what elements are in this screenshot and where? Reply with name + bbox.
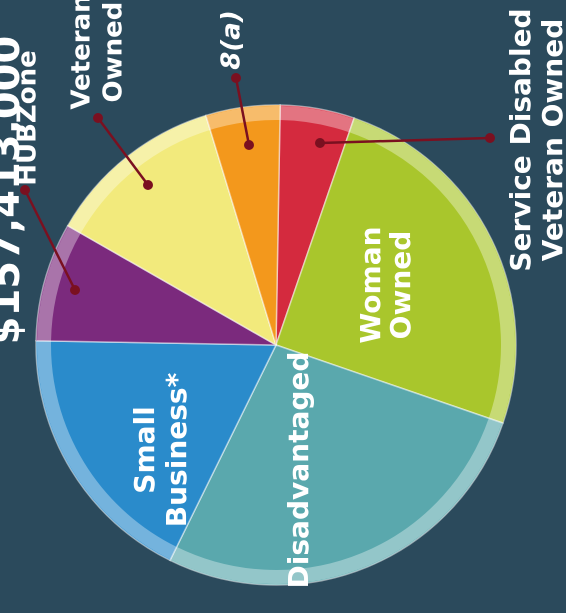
slice-label: Owned — [99, 2, 129, 103]
slice-label: Disadvantaged — [282, 352, 315, 589]
leader-line — [234, 77, 251, 146]
pie-slice — [275, 117, 517, 425]
leader-dot — [231, 73, 241, 83]
pie-slice — [35, 224, 277, 346]
pie-slice — [35, 340, 278, 562]
slice-label: Business* — [160, 372, 193, 527]
leader-dot — [143, 180, 153, 190]
slice-rim — [37, 226, 81, 342]
leader-dot — [485, 133, 495, 143]
leader-dot — [20, 185, 30, 195]
leader-dot — [70, 285, 80, 295]
slice-rim — [349, 119, 515, 423]
leader-dot — [93, 113, 103, 123]
slice-label: 8(a) — [217, 10, 247, 69]
leader-dot — [315, 138, 325, 148]
slice-label: Woman — [354, 226, 387, 343]
slice-label: Small — [128, 406, 161, 493]
slice-label: Veteran Owned — [536, 19, 566, 262]
leader-line — [319, 136, 491, 145]
slice-label: HUBZone — [13, 50, 43, 186]
leader-line — [96, 117, 150, 186]
leader-dot — [244, 140, 254, 150]
slice-rim — [37, 340, 177, 560]
slice-label: Veteran — [67, 0, 97, 110]
slice-label: Service Disabled — [504, 8, 537, 271]
slice-rim — [170, 418, 502, 584]
slice-label: Owned — [384, 231, 417, 340]
pie-slice — [169, 344, 504, 586]
slice-rim — [279, 106, 354, 133]
leader-line — [23, 189, 77, 291]
